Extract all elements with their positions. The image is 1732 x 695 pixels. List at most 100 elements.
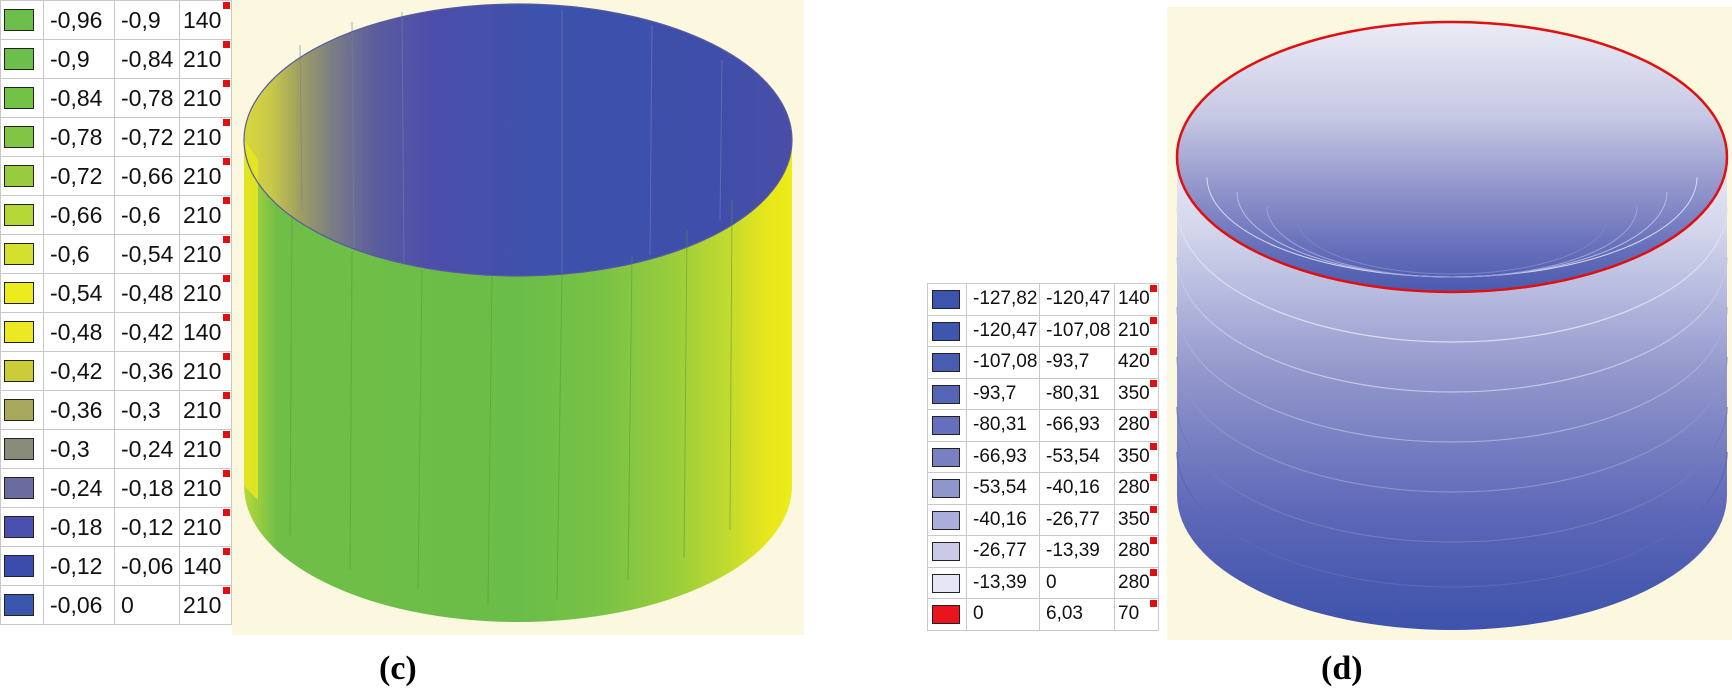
legend-swatch-cell <box>0 156 44 196</box>
legend-row: -0,12 -0,06 140 <box>0 546 232 586</box>
legend-count-cell: 210 <box>179 468 232 508</box>
legend-red-marker-icon <box>223 41 230 48</box>
legend-row: -0,3 -0,24 210 <box>0 429 232 469</box>
legend-range-from: -0,24 <box>43 468 115 508</box>
legend-color-swatch <box>4 48 34 70</box>
legend-red-marker-icon <box>1150 474 1157 481</box>
legend-swatch-cell <box>927 472 967 505</box>
legend-red-marker-icon <box>223 158 230 165</box>
legend-count-cell: 420 <box>1114 346 1159 379</box>
legend-range-from: -0,42 <box>43 351 115 391</box>
legend-swatch-cell <box>927 503 967 536</box>
legend-color-swatch <box>4 87 34 109</box>
legend-row: -107,08 -93,7 420 <box>927 346 1159 379</box>
legend-count: 210 <box>1118 319 1150 341</box>
legend-swatch-cell <box>927 409 967 442</box>
legend-count-cell: 210 <box>179 507 232 547</box>
legend-red-marker-icon <box>223 80 230 87</box>
legend-swatch-cell <box>927 283 967 316</box>
legend-row: -127,82 -120,47 140 <box>927 283 1159 316</box>
legend-count: 140 <box>1118 288 1150 310</box>
legend-color-swatch <box>4 438 34 460</box>
legend-count-cell: 140 <box>179 546 232 586</box>
legend-red-marker-icon <box>223 509 230 516</box>
legend-red-marker-icon <box>223 2 230 9</box>
legend-row: -13,39 0 280 <box>927 566 1159 599</box>
legend-row: -0,78 -0,72 210 <box>0 117 232 157</box>
legend-count: 280 <box>1118 477 1150 499</box>
legend-range-from: -0,48 <box>43 312 115 352</box>
legend-range-from: -127,82 <box>966 283 1040 316</box>
legend-count-cell: 350 <box>1114 377 1159 410</box>
legend-range-to: -0,24 <box>114 429 180 469</box>
legend-row: -0,6 -0,54 210 <box>0 234 232 274</box>
legend-count: 210 <box>183 435 222 462</box>
legend-count: 350 <box>1118 445 1150 467</box>
legend-count: 350 <box>1118 508 1150 530</box>
legend-swatch-cell <box>0 390 44 430</box>
legend-color-swatch <box>932 353 960 372</box>
legend-row: -40,16 -26,77 350 <box>927 503 1159 536</box>
legend-range-to: -0,84 <box>114 39 180 79</box>
legend-range-to: -0,9 <box>114 0 180 40</box>
legend-red-marker-icon <box>223 587 230 594</box>
legend-range-to: -40,16 <box>1039 472 1115 505</box>
legend-range-from: -0,54 <box>43 273 115 313</box>
legend-row: -53,54 -40,16 280 <box>927 472 1159 505</box>
legend-red-marker-icon <box>1150 442 1157 450</box>
legend-count: 140 <box>183 552 222 579</box>
legend-swatch-cell <box>0 507 44 547</box>
legend-red-marker-icon <box>223 548 230 555</box>
legend-count: 210 <box>183 162 222 189</box>
legend-count-cell: 140 <box>1114 283 1159 316</box>
legend-count: 280 <box>1118 414 1150 436</box>
legend-d: -127,82 -120,47 140 -120,47 -107,08 210 -107,0… <box>927 283 1159 631</box>
legend-count-cell: 280 <box>1114 535 1159 568</box>
legend-range-from: -0,96 <box>43 0 115 40</box>
legend-red-marker-icon <box>1150 379 1157 387</box>
legend-count: 210 <box>183 591 222 618</box>
legend-red-marker-icon <box>1150 568 1157 576</box>
legend-count: 140 <box>183 318 222 345</box>
legend-red-marker-icon <box>1150 505 1157 513</box>
legend-swatch-cell <box>0 0 44 40</box>
legend-range-from: -40,16 <box>966 503 1040 536</box>
legend-red-marker-icon <box>1150 537 1157 544</box>
legend-red-marker-icon <box>223 236 230 243</box>
caption-d: (d) <box>1321 650 1363 687</box>
legend-range-to: -0,6 <box>114 195 180 235</box>
legend-count: 210 <box>183 396 222 423</box>
legend-red-marker-icon <box>1150 285 1157 292</box>
caption-c: (c) <box>379 650 417 687</box>
legend-range-from: -0,3 <box>43 429 115 469</box>
legend-count: 280 <box>1118 540 1150 562</box>
legend-row: -0,66 -0,6 210 <box>0 195 232 235</box>
legend-count: 210 <box>183 279 222 306</box>
legend-range-to: -0,36 <box>114 351 180 391</box>
legend-count: 210 <box>183 474 222 501</box>
legend-swatch-cell <box>0 195 44 235</box>
legend-color-swatch <box>932 605 960 624</box>
legend-swatch-cell <box>0 585 44 625</box>
legend-count: 210 <box>183 240 222 267</box>
legend-count: 210 <box>183 84 222 111</box>
legend-range-to: -0,78 <box>114 78 180 118</box>
legend-color-swatch <box>4 477 34 499</box>
legend-swatch-cell <box>0 351 44 391</box>
legend-swatch-cell <box>0 273 44 313</box>
legend-range-to: 0 <box>114 585 180 625</box>
legend-count: 210 <box>183 45 222 72</box>
legend-red-marker-icon <box>1150 316 1157 324</box>
legend-row: -0,36 -0,3 210 <box>0 390 232 430</box>
legend-red-marker-icon <box>1150 600 1157 607</box>
legend-range-to: 6,03 <box>1039 598 1115 631</box>
legend-range-from: -0,84 <box>43 78 115 118</box>
legend-color-swatch <box>932 447 960 467</box>
legend-swatch-cell <box>0 39 44 79</box>
legend-swatch-cell <box>927 440 967 473</box>
legend-count-cell: 140 <box>179 0 232 40</box>
legend-row: -0,72 -0,66 210 <box>0 156 232 196</box>
legend-range-to: -66,93 <box>1039 409 1115 442</box>
legend-row: -80,31 -66,93 280 <box>927 409 1159 442</box>
legend-range-to: -120,47 <box>1039 283 1115 316</box>
